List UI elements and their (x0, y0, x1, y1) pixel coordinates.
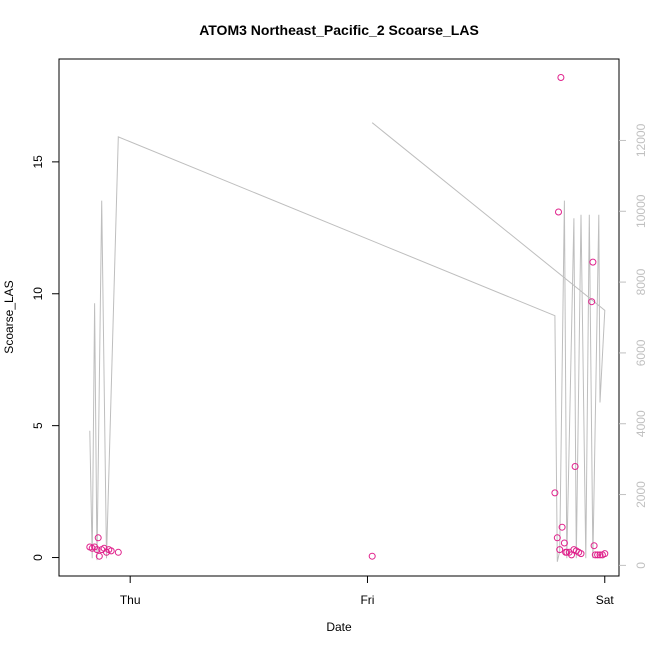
left-y-axis: 0 5 10 15 (31, 155, 59, 561)
data-point-5 (95, 552, 103, 560)
data-point-14 (553, 534, 561, 542)
chart-title: ATOM3 Northeast_Pacific_2 Scoarse_LAS (199, 22, 479, 38)
right-y-tick-label-6: 12000 (634, 123, 648, 157)
data-point-34 (596, 551, 604, 559)
right-y-tick-label-4: 8000 (634, 268, 648, 295)
data-point-3 (93, 546, 101, 554)
data-point-4 (94, 534, 102, 542)
data-point-10 (107, 547, 115, 555)
x-tick-label-1: Fri (360, 593, 374, 607)
right-y-tick-label-2: 4000 (634, 410, 648, 437)
left-y-tick-label-1: 5 (31, 422, 45, 429)
data-point-32 (591, 551, 599, 559)
data-point-29 (588, 298, 596, 306)
data-point-33 (594, 551, 602, 559)
data-point-17 (557, 74, 565, 81)
y-axis-label: Scoarse_LAS (2, 280, 16, 353)
right-y-axis: 0 2000 4000 6000 8000 10000 12000 (619, 123, 648, 569)
data-point-25 (571, 463, 579, 470)
data-point-11 (114, 548, 122, 556)
data-point-28 (577, 550, 585, 558)
data-point-12 (368, 552, 376, 560)
left-y-tick-label-3: 15 (31, 155, 45, 169)
data-point-18 (558, 523, 566, 531)
data-point-31 (590, 542, 598, 550)
right-y-tick-label-5: 10000 (634, 194, 648, 228)
data-point-36 (601, 550, 609, 558)
line-series (89, 122, 606, 562)
x-axis: Thu Fri Sat (120, 576, 615, 607)
data-point-19 (560, 539, 568, 547)
left-y-tick-label-0: 0 (31, 554, 45, 561)
x-axis-label: Date (326, 620, 352, 634)
data-point-16 (556, 546, 564, 554)
right-y-tick-label-1: 2000 (634, 481, 648, 508)
left-y-tick-label-2: 10 (31, 287, 45, 301)
data-point-15 (555, 208, 562, 216)
right-y-tick-label-0: 0 (634, 562, 648, 569)
series-line-1 (89, 122, 606, 562)
plot-box (58, 58, 620, 577)
right-y-tick-label-3: 6000 (634, 339, 648, 366)
point-series (86, 74, 609, 560)
data-point-13 (551, 489, 559, 497)
x-tick-label-0: Thu (120, 593, 141, 607)
x-tick-label-2: Sat (596, 593, 615, 607)
data-point-30 (589, 258, 597, 266)
